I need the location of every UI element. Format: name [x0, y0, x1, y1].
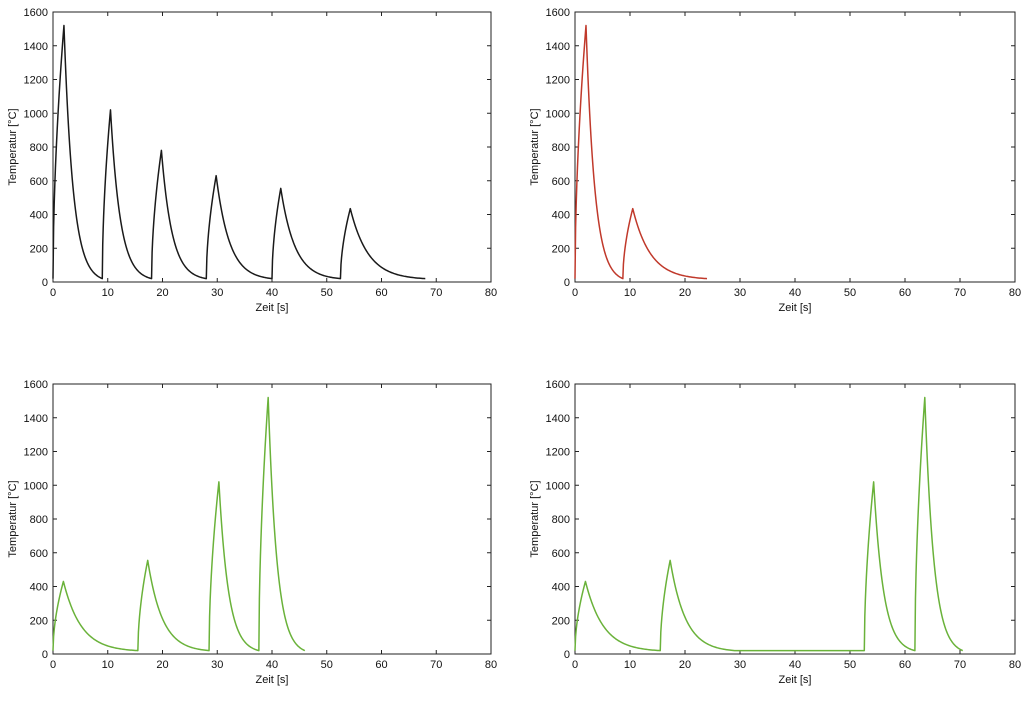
chart-panel-bottom-left: 0 10 20 30 40 50 60 70 80 0 200 400 600 800 1000 1200 14… — [0, 372, 512, 702]
y-tick-label: 800 — [30, 142, 48, 154]
y-axis-title: Temperatur [°C] — [529, 108, 541, 185]
plot-frame-top-right — [574, 11, 1016, 283]
x-tick-label: 60 — [899, 287, 911, 299]
x-tick-label: 30 — [734, 287, 746, 299]
series-line-bottom-left-0 — [52, 396, 306, 652]
y-tick-label: 200 — [30, 243, 48, 255]
x-tick-label: 10 — [102, 287, 114, 299]
x-tick-label: 30 — [211, 659, 223, 671]
y-tick-label: 0 — [564, 649, 570, 661]
plot-frame-bottom-right — [574, 383, 1016, 655]
y-tick-label: 1600 — [546, 379, 570, 391]
y-tick-label: 400 — [30, 582, 48, 594]
y-tick-label: 1200 — [24, 447, 48, 459]
x-tick-label: 40 — [789, 659, 801, 671]
x-tick-label: 0 — [572, 659, 578, 671]
x-tick-label: 30 — [734, 659, 746, 671]
x-tick-label: 40 — [789, 287, 801, 299]
y-tick-label: 1200 — [546, 75, 570, 87]
chart-panel-bottom-right: 0 10 20 30 40 50 60 70 80 0 200 400 600 800 1000 1200 14… — [522, 372, 1022, 702]
chart-svg-top-left: 0 10 20 30 40 50 60 70 8002004006008001000120014… — [7, 7, 497, 314]
y-tick-label: 0 — [42, 277, 48, 289]
x-tick-label: 70 — [954, 287, 966, 299]
y-axis-title: Temperatur [°C] — [7, 480, 19, 557]
x-tick-label: 10 — [102, 659, 114, 671]
y-tick-label: 1400 — [546, 413, 570, 425]
x-tick-label: 80 — [1009, 659, 1021, 671]
x-tick-label: 70 — [954, 659, 966, 671]
x-tick-label: 60 — [375, 287, 387, 299]
y-tick-label: 400 — [552, 582, 570, 594]
y-tick-label: 1200 — [546, 447, 570, 459]
y-tick-label: 400 — [552, 210, 570, 222]
x-tick-label: 70 — [430, 659, 442, 671]
x-tick-label: 0 — [50, 659, 56, 671]
y-tick-label: 1400 — [24, 41, 48, 53]
x-tick-label: 0 — [572, 287, 578, 299]
x-tick-label: 80 — [1009, 287, 1021, 299]
y-tick-label: 600 — [30, 548, 48, 560]
y-tick-label: 200 — [552, 243, 570, 255]
y-tick-label: 1600 — [546, 7, 570, 19]
y-tick-label: 600 — [552, 548, 570, 560]
y-tick-label: 0 — [42, 649, 48, 661]
x-tick-label: 60 — [375, 659, 387, 671]
x-tick-label: 20 — [156, 659, 168, 671]
plot-frame-bottom-left — [52, 383, 492, 655]
series-line-bottom-right-0 — [574, 396, 964, 652]
y-tick-label: 1600 — [24, 7, 48, 19]
x-axis-title: Zeit [s] — [255, 674, 288, 686]
x-tick-label: 50 — [321, 287, 333, 299]
y-tick-label: 1200 — [24, 75, 48, 87]
y-tick-label: 1000 — [546, 480, 570, 492]
x-tick-label: 20 — [679, 287, 691, 299]
chart-svg-top-right: 0 10 20 30 40 50 60 70 8002004006008001000120014… — [529, 7, 1021, 314]
series-line-top-right-0 — [574, 24, 708, 280]
y-tick-label: 400 — [30, 210, 48, 222]
x-tick-label: 50 — [321, 659, 333, 671]
x-axis-title: Zeit [s] — [778, 674, 811, 686]
x-tick-label: 40 — [266, 287, 278, 299]
y-tick-label: 800 — [552, 142, 570, 154]
x-tick-label: 20 — [679, 659, 691, 671]
plot-frame-top-left — [52, 11, 492, 283]
y-tick-label: 1600 — [24, 379, 48, 391]
x-tick-label: 20 — [156, 287, 168, 299]
y-tick-label: 800 — [30, 514, 48, 526]
x-tick-label: 80 — [485, 287, 497, 299]
x-axis-title: Zeit [s] — [778, 302, 811, 314]
x-tick-label: 70 — [430, 287, 442, 299]
y-axis-title: Temperatur [°C] — [529, 480, 541, 557]
y-tick-label: 200 — [30, 615, 48, 627]
y-tick-label: 800 — [552, 514, 570, 526]
y-tick-label: 1400 — [546, 41, 570, 53]
x-tick-label: 0 — [50, 287, 56, 299]
x-tick-label: 80 — [485, 659, 497, 671]
x-tick-label: 30 — [211, 287, 223, 299]
x-tick-label: 50 — [844, 659, 856, 671]
y-tick-label: 1000 — [546, 108, 570, 120]
chart-svg-bottom-left: 0 10 20 30 40 50 60 70 8002004006008001000120014… — [7, 379, 497, 686]
y-tick-label: 1000 — [24, 480, 48, 492]
y-tick-label: 0 — [564, 277, 570, 289]
y-tick-label: 600 — [552, 176, 570, 188]
chart-svg-bottom-right: 0 10 20 30 40 50 60 70 8002004006008001000120014… — [529, 379, 1021, 686]
x-tick-label: 40 — [266, 659, 278, 671]
y-tick-label: 600 — [30, 176, 48, 188]
chart-panel-top-right: 0 10 20 30 40 50 60 70 80 0 200 400 600 800 1000 1200 14… — [522, 0, 1022, 330]
x-tick-label: 10 — [624, 659, 636, 671]
y-tick-label: 200 — [552, 615, 570, 627]
y-axis-title: Temperatur [°C] — [7, 108, 19, 185]
x-axis-title: Zeit [s] — [255, 302, 288, 314]
y-tick-label: 1400 — [24, 413, 48, 425]
x-tick-label: 10 — [624, 287, 636, 299]
x-tick-label: 50 — [844, 287, 856, 299]
y-tick-label: 1000 — [24, 108, 48, 120]
series-line-top-left-0 — [52, 24, 426, 280]
chart-panel-top-left: 0 10 20 30 40 50 60 70 80 0 200 400 600 800 1000 1200 14… — [0, 0, 512, 330]
x-tick-label: 60 — [899, 659, 911, 671]
